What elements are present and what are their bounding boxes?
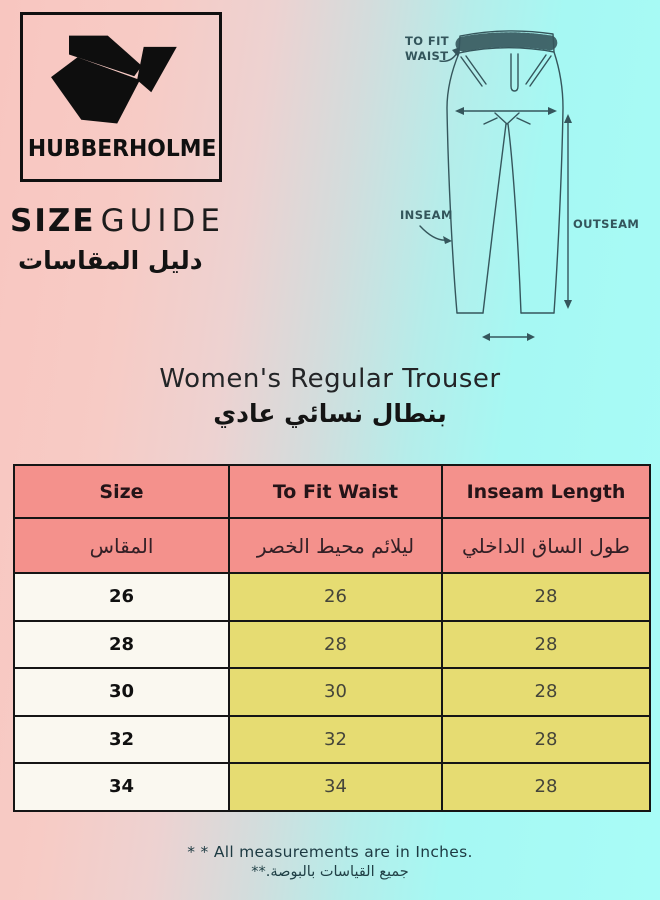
size-value: 34 [13, 762, 230, 812]
right-pocket-line [525, 54, 552, 87]
footnote-ar: جميع القياسات بالبوصة.** [251, 864, 409, 880]
page-title: SIZE GUIDE دليل المقاسات [10, 203, 225, 275]
measurement-footnote: * * All measurements are in Inches. جميع… [0, 843, 660, 880]
fly-line [510, 53, 519, 92]
header-to-fit-waist: To Fit Waist [228, 464, 443, 519]
waistband-hatching [455, 32, 559, 52]
crotch-marks [483, 112, 531, 125]
table-row: 28 28 28 [13, 619, 651, 669]
waist-value: 30 [228, 667, 443, 717]
left-pocket-line [460, 55, 487, 87]
outseam-label: OUTSEAM [573, 217, 639, 231]
page-title-arabic: دليل المقاسات [18, 246, 203, 275]
table-row: 30 30 28 [13, 667, 651, 717]
waist-value: 34 [228, 762, 443, 812]
inseam-value: 28 [441, 619, 651, 669]
inseam-value: 28 [441, 714, 651, 764]
table-row: 34 34 28 [13, 762, 651, 812]
header-inseam-length-ar: طول الساق الداخلي [441, 517, 651, 574]
to-fit-waist-label-line1: TO FIT [405, 34, 449, 48]
brand-bird-icon [51, 35, 177, 124]
table-row: 32 32 28 [13, 714, 651, 764]
right-inseam-line [507, 123, 522, 314]
inseam-label: INSEAM [400, 208, 453, 222]
table-row: 26 26 28 [13, 572, 651, 622]
to-fit-waist-label-line2: WAIST [405, 49, 448, 63]
brand-name: HUBBERHOLME [27, 136, 217, 162]
size-value: 28 [13, 619, 230, 669]
inseam-value: 28 [441, 572, 651, 622]
brand-logo-box: HUBBERHOLME [20, 12, 222, 182]
product-title-ar: بنطال نسائي عادي [213, 399, 447, 428]
table-header-row-en: Size To Fit Waist Inseam Length [13, 464, 651, 519]
product-title-block: Women's Regular Trouser بنطال نسائي عادي [0, 364, 660, 428]
size-value: 32 [13, 714, 230, 764]
right-outseam-line [553, 51, 564, 314]
header-inseam-length: Inseam Length [441, 464, 651, 519]
trouser-measurement-diagram: TO FIT WAIST INSEAM OUTSEAM [400, 30, 639, 341]
waist-value: 32 [228, 714, 443, 764]
inseam-value: 28 [441, 667, 651, 717]
header-size: Size [13, 464, 230, 519]
waist-value: 26 [228, 572, 443, 622]
header-to-fit-waist-ar: ليلائم محيط الخصر [228, 517, 443, 574]
waist-value: 28 [228, 619, 443, 669]
page-title-size: SIZE [10, 203, 96, 239]
size-value: 30 [13, 667, 230, 717]
left-inseam-line [482, 123, 507, 314]
header-size-ar: المقاس [13, 517, 230, 574]
product-title-en: Women's Regular Trouser [159, 364, 501, 394]
left-outseam-line [446, 52, 460, 314]
page-title-guide: GUIDE [100, 203, 225, 239]
footnote-en: * * All measurements are in Inches. [187, 843, 473, 861]
inseam-value: 28 [441, 762, 651, 812]
size-value: 26 [13, 572, 230, 622]
size-chart-table: Size To Fit Waist Inseam Length المقاس ل… [13, 464, 651, 812]
table-header-row-ar: المقاس ليلائم محيط الخصر طول الساق الداخ… [13, 517, 651, 574]
